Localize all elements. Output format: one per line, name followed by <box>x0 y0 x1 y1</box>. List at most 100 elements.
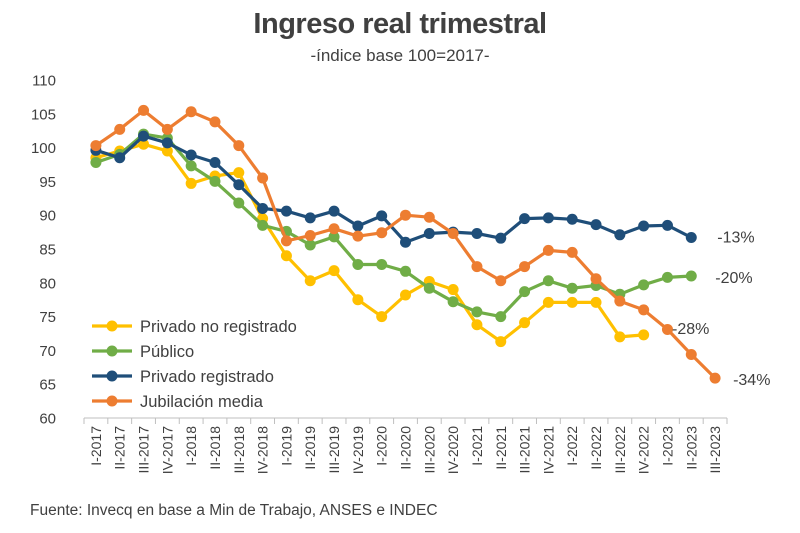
data-point <box>495 336 507 348</box>
data-point <box>352 230 364 242</box>
y-tick-label: 70 <box>39 343 56 360</box>
data-point <box>376 311 388 323</box>
x-tick-label: IV-2018 <box>255 426 271 474</box>
end-label: -34% <box>733 372 770 389</box>
series-publico <box>90 128 697 323</box>
data-point <box>542 212 554 224</box>
end-label: -28% <box>672 321 709 338</box>
y-tick-label: 75 <box>39 309 56 326</box>
x-tick-label: I-2017 <box>88 426 104 466</box>
data-point <box>566 213 578 225</box>
data-point <box>185 149 197 161</box>
legend-label: Privado no registrado <box>140 318 297 336</box>
data-point <box>566 246 578 258</box>
x-tick-label: I-2019 <box>278 426 294 466</box>
x-tick-label: IV-2021 <box>540 426 556 474</box>
data-point <box>185 160 197 172</box>
data-point <box>590 296 602 308</box>
x-tick-label: IV-2019 <box>350 426 366 474</box>
data-point <box>638 304 650 316</box>
y-tick-label: 60 <box>39 411 56 428</box>
annotations: -13% -20% -28% -34% <box>672 230 770 390</box>
data-point <box>566 296 578 308</box>
chart-title: Ingreso real trimestral <box>253 8 547 40</box>
end-label: -13% <box>717 230 754 247</box>
x-tick-label: I-2023 <box>659 426 675 466</box>
y-tick-label: 105 <box>31 106 56 123</box>
data-point <box>685 348 697 360</box>
data-point <box>280 205 292 217</box>
x-tick-label: III-2020 <box>421 426 437 474</box>
data-point <box>400 289 411 301</box>
data-point <box>614 229 626 241</box>
y-tick-label: 95 <box>39 174 56 191</box>
data-point <box>519 261 531 273</box>
data-point <box>138 130 150 142</box>
x-tick-label: II-2019 <box>302 426 318 470</box>
y-tick-label: 80 <box>39 275 56 292</box>
x-tick-label: II-2017 <box>112 426 128 470</box>
x-tick-label: I-2021 <box>469 426 485 466</box>
data-point <box>614 331 626 343</box>
data-point <box>233 167 245 179</box>
data-point <box>471 306 483 318</box>
data-point <box>161 123 173 135</box>
x-tick-label: II-2020 <box>398 426 414 470</box>
data-point <box>471 261 483 273</box>
legend-item: Privado registrado <box>92 368 274 386</box>
data-point <box>661 271 673 283</box>
data-point <box>519 213 531 225</box>
legend: Privado no registrado Público Privado regi… <box>92 318 297 411</box>
x-tick-label: II-2022 <box>588 426 604 470</box>
data-point <box>209 156 221 168</box>
x-tick-label: II-2021 <box>493 426 509 470</box>
data-point <box>90 156 102 168</box>
x-tick-label: II-2023 <box>683 426 699 470</box>
data-point <box>566 282 578 294</box>
data-point <box>376 210 388 222</box>
series-privado-registrado <box>90 130 697 248</box>
end-label: -20% <box>715 270 752 287</box>
data-point <box>400 236 411 248</box>
data-point <box>638 220 650 232</box>
x-tick-label: III-2018 <box>231 426 247 474</box>
data-point <box>257 219 269 231</box>
data-point <box>590 219 602 231</box>
data-point <box>209 175 221 187</box>
y-tick-label: 85 <box>39 242 56 259</box>
series-layer <box>90 104 721 384</box>
data-point <box>352 259 364 271</box>
legend-label: Privado registrado <box>140 368 274 386</box>
data-point <box>328 231 340 243</box>
legend-item: Jubilación media <box>92 393 264 411</box>
legend-item: Público <box>92 343 194 361</box>
series-line <box>94 142 646 344</box>
data-point <box>304 239 316 251</box>
data-point <box>542 275 554 287</box>
data-point <box>304 275 316 287</box>
x-tick-label: I-2018 <box>183 426 199 466</box>
data-point <box>542 244 554 256</box>
data-point <box>423 227 435 239</box>
series-privado-no-registrado <box>90 138 650 348</box>
data-point <box>495 232 507 244</box>
data-point <box>328 265 340 277</box>
data-point <box>685 232 697 244</box>
data-point <box>495 275 507 287</box>
data-point <box>471 227 483 239</box>
data-point <box>352 220 364 232</box>
series-line <box>94 134 693 244</box>
data-point <box>376 259 388 271</box>
data-point <box>495 311 507 323</box>
data-point <box>709 372 721 384</box>
data-point <box>328 205 340 217</box>
data-point <box>352 294 364 306</box>
x-tick-label: III-2021 <box>517 426 533 474</box>
data-point <box>114 123 126 135</box>
x-tick-label: IV-2020 <box>445 426 461 474</box>
axes: 60 65 70 75 80 85 90 95 100 105 110 I-2017 II-2017 II… <box>31 73 728 474</box>
legend-marker <box>106 320 118 332</box>
data-point <box>376 227 388 239</box>
data-point <box>257 172 269 184</box>
